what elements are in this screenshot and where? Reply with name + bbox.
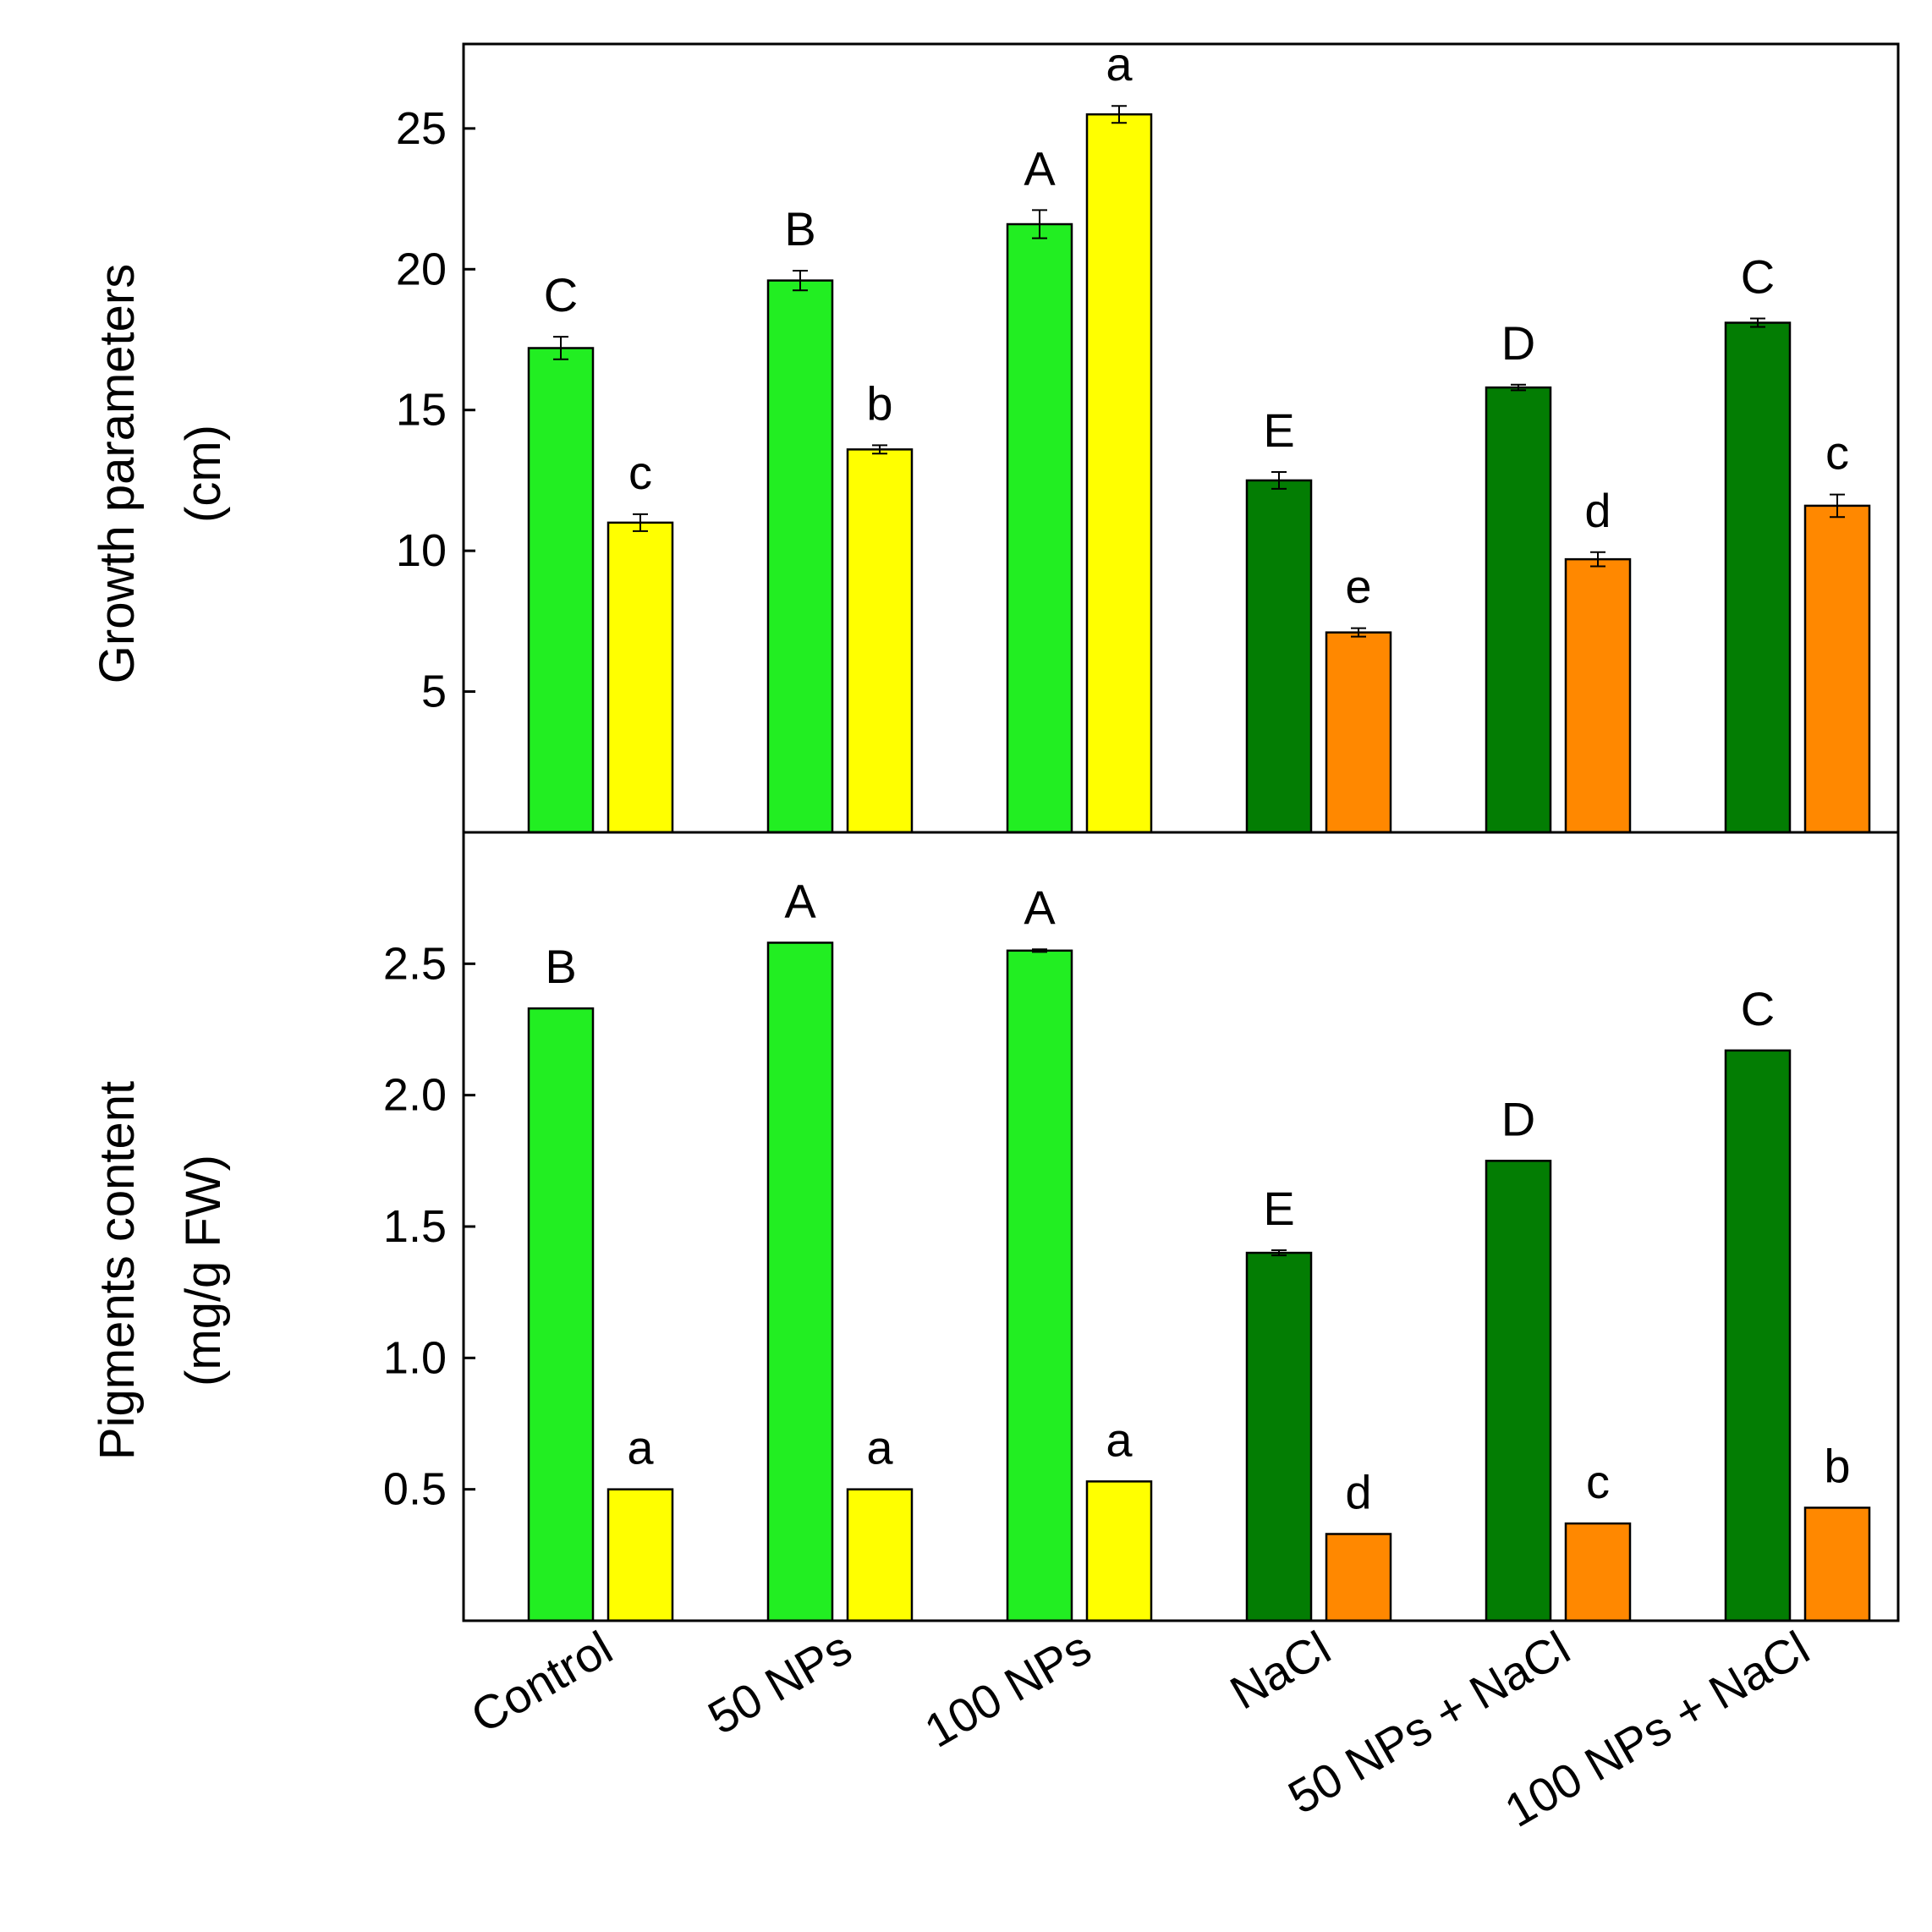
significance-label: a [627, 1421, 654, 1474]
significance-label: E [1263, 403, 1294, 457]
significance-label: C [1741, 250, 1775, 304]
significance-label: e [1345, 560, 1371, 613]
bar [606, 521, 674, 834]
bar [1803, 504, 1871, 834]
bar [766, 279, 834, 834]
significance-label: a [1106, 37, 1133, 91]
bar [846, 1488, 914, 1622]
bar [1006, 949, 1073, 1622]
significance-label: b [1824, 1439, 1850, 1492]
significance-label: c [1586, 1455, 1610, 1508]
y-tick-label: 10 [396, 525, 447, 576]
bar [1245, 479, 1313, 834]
y-axis-label: Growth parameters [90, 264, 145, 683]
bar [1085, 113, 1153, 834]
x-tick-label: 50 NPs [699, 1621, 860, 1744]
bar [1724, 1049, 1792, 1622]
y-tick-label: 25 [396, 103, 447, 154]
significance-label: C [1741, 982, 1775, 1035]
bar [527, 347, 595, 834]
bar [1325, 1533, 1392, 1622]
bar [846, 448, 914, 834]
bar [1325, 631, 1392, 834]
y-tick-label: 0.5 [383, 1464, 447, 1515]
bar [1245, 1251, 1313, 1622]
y-tick-label: 5 [421, 667, 447, 717]
bar [1085, 1480, 1153, 1622]
y-tick-label: 2.5 [383, 938, 447, 989]
x-tick-label: 100 NPs [915, 1621, 1100, 1758]
plot-frame [462, 42, 1900, 834]
bar [1803, 1507, 1871, 1622]
y-tick-label: 15 [396, 385, 447, 436]
significance-label: d [1345, 1465, 1371, 1518]
significance-label: B [784, 202, 815, 255]
bar [1485, 386, 1552, 834]
x-tick-label: Control [462, 1621, 621, 1743]
bar [1006, 222, 1073, 834]
significance-label: A [1024, 881, 1056, 934]
bar [1564, 557, 1632, 834]
significance-label: D [1501, 1092, 1535, 1145]
y-tick-label: 1.0 [383, 1332, 447, 1383]
significance-label: c [1825, 426, 1849, 480]
y-axis-label: Pigments content [90, 1081, 145, 1460]
bar [606, 1488, 674, 1622]
significance-label: b [866, 376, 892, 430]
plot-frame [462, 831, 1900, 1622]
y-tick-label: 1.5 [383, 1201, 447, 1252]
bar [1564, 1522, 1632, 1622]
bar [527, 1007, 595, 1622]
significance-label: C [544, 268, 578, 321]
significance-label: a [866, 1421, 893, 1474]
significance-label: A [1024, 141, 1056, 195]
bar [766, 941, 834, 1622]
significance-label: D [1501, 316, 1535, 370]
significance-label: c [628, 446, 652, 499]
y-tick-label: 2.0 [383, 1070, 447, 1121]
bar [1485, 1160, 1552, 1622]
y-tick-label: 20 [396, 244, 447, 294]
y-axis-unit-label: (mg/g FW) [176, 1155, 231, 1386]
significance-label: d [1584, 484, 1611, 537]
significance-label: a [1106, 1413, 1133, 1466]
x-tick-label: NaCl [1221, 1621, 1339, 1720]
significance-label: A [784, 874, 816, 927]
bar [1724, 321, 1792, 834]
y-axis-unit-label: (cm) [176, 425, 231, 523]
significance-label: B [545, 940, 576, 993]
significance-label: E [1263, 1182, 1294, 1235]
